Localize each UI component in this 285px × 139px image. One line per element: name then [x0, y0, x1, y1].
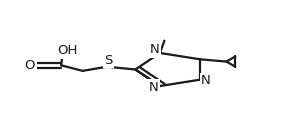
Text: S: S — [104, 54, 113, 67]
Text: N: N — [201, 74, 211, 87]
Text: OH: OH — [58, 44, 78, 57]
Text: N: N — [150, 43, 160, 56]
Text: O: O — [25, 59, 35, 72]
Text: N: N — [149, 81, 158, 94]
